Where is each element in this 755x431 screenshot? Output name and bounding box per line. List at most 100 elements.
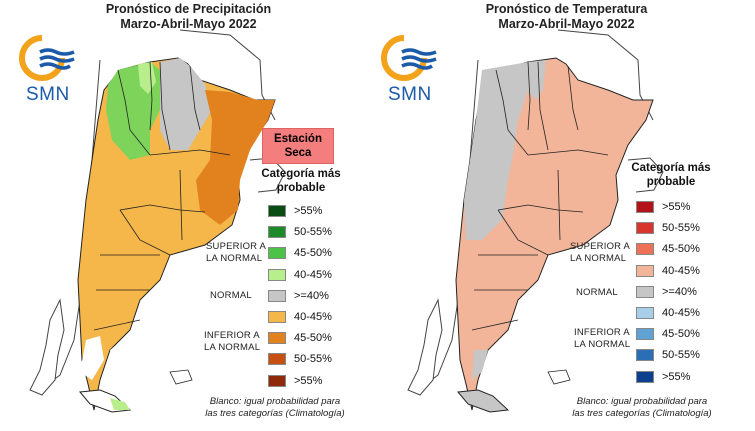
precip-normal-label: NORMAL (210, 290, 252, 301)
falklands (547, 369, 571, 385)
temp-legend-swatch (636, 349, 654, 362)
smn-logo: SMN (18, 34, 82, 110)
precipitation-panel: Pronóstico de Precipitación Marzo-Abril-… (0, 0, 377, 431)
inferior-line2: LA NORMAL (204, 342, 261, 353)
temperature-panel: Pronóstico de Temperatura Marzo-Abril-Ma… (378, 0, 755, 431)
precip-legend-swatch (268, 205, 286, 217)
temp-inferior-label: INFERIOR A LA NORMAL (574, 327, 630, 351)
temp-legend-item: 50-55% (636, 348, 700, 362)
superior-line2: LA NORMAL (570, 253, 627, 264)
smn-logo: SMN (380, 34, 444, 110)
precip-legend-item: 45-50% (268, 246, 332, 260)
precip-legend-item: 40-45% (268, 268, 332, 282)
dry-season-line1: Estación (274, 133, 322, 145)
falklands (169, 369, 193, 385)
precip-legend-swatch (268, 374, 286, 387)
precipitation-map (29, 29, 286, 413)
precip-legend-label: >=40% (294, 289, 329, 302)
superior-line2: LA NORMAL (206, 253, 263, 264)
temp-legend-label: >55% (662, 370, 691, 383)
temp-superior-label: SUPERIOR A LA NORMAL (570, 241, 630, 265)
precip-superior-label: SUPERIOR A LA NORMAL (206, 241, 266, 265)
temp-legend-swatch (636, 370, 654, 383)
precip-legend-label: 40-45% (294, 268, 332, 281)
dry-season-box: Estación Seca (262, 128, 334, 164)
precipitation-title-line2: Marzo-Abril-Mayo 2022 (120, 17, 257, 31)
uruguay-outline (627, 157, 664, 193)
temp-legend-swatch (636, 243, 654, 256)
temperature-title: Pronóstico de Temperatura Marzo-Abril-Ma… (378, 2, 755, 32)
precip-legend-label: 50-55% (294, 353, 332, 366)
precip-legend-label: 45-50% (294, 332, 332, 345)
precipitation-title-line1: Pronóstico de Precipitación (105, 2, 272, 16)
temperature-legend-title: Categoría más probable (612, 161, 730, 189)
temp-legend-item: >=40% (636, 285, 697, 299)
precip-white-area-west (80, 336, 104, 380)
precipitation-title: Pronóstico de Precipitación Marzo-Abril-… (0, 2, 377, 32)
precip-legend-item: 50-55% (268, 352, 332, 366)
temp-legend-label: 40-45% (662, 307, 700, 319)
precip-inferior-label: INFERIOR A LA NORMAL (204, 330, 260, 354)
temp-legend-swatch (636, 307, 654, 319)
legend-title-line1: Categoría más (261, 168, 341, 180)
inferior-line2: LA NORMAL (574, 339, 631, 350)
inferior-line1: INFERIOR A (204, 330, 260, 341)
province-borders (93, 61, 231, 331)
temperature-title-line2: Marzo-Abril-Mayo 2022 (498, 17, 635, 31)
chile-coast (407, 298, 443, 396)
smn-logo-text: SMN (26, 84, 70, 105)
temperature-title-line1: Pronóstico de Temperatura (485, 2, 648, 16)
temp-legend-label: >55% (662, 201, 691, 213)
smn-logo-text: SMN (388, 84, 432, 105)
temp-legend-label: 45-50% (662, 328, 700, 341)
temp-legend-item: 50-55% (636, 221, 700, 235)
temp-legend-label: 50-55% (662, 349, 700, 362)
temp-legend-label: 50-55% (662, 222, 700, 235)
precip-legend-swatch (268, 289, 286, 302)
precip-legend-item: 45-50% (268, 331, 332, 345)
note-line2: las tres categorías (Climatología) (205, 408, 345, 419)
legend-title-line1: Categoría más (631, 162, 711, 174)
note-line1: Blanco: igual probabilidad para (576, 396, 708, 407)
smn-logo-icon (19, 35, 75, 81)
precip-legend-item: >55% (268, 374, 322, 388)
precip-white-area (110, 318, 170, 372)
note-line1: Blanco: igual probabilidad para (209, 396, 341, 407)
temp-legend-swatch (636, 201, 654, 213)
precip-legend-label: 40-45% (294, 311, 332, 323)
precip-darkorange-area (196, 90, 275, 225)
precip-legend-item: >=40% (268, 289, 329, 303)
dry-season-line2: Seca (284, 147, 312, 159)
smn-logo-icon (381, 35, 437, 81)
temp-legend-swatch (636, 328, 654, 341)
precip-legend-label: >55% (294, 205, 323, 217)
temp-legend-item: 45-50% (636, 242, 700, 256)
temp-legend-label: 45-50% (662, 243, 700, 256)
temp-climatology-note: Blanco: igual probabilidad para las tres… (544, 396, 740, 420)
temp-legend-label: 40-45% (662, 264, 700, 277)
inferior-line1: INFERIOR A (574, 327, 630, 338)
precip-legend-label: 45-50% (294, 247, 332, 260)
precip-legend-label: 50-55% (294, 226, 332, 239)
tierra-del-fuego-green (110, 398, 130, 410)
temp-legend-item: 40-45% (636, 306, 700, 320)
temp-legend-swatch (636, 264, 654, 277)
temp-legend-item: 45-50% (636, 327, 700, 341)
precip-legend-swatch (268, 311, 286, 323)
precipitation-legend-title: Categoría más probable (246, 167, 356, 195)
temp-grey-area-north (528, 60, 546, 100)
tierra-del-fuego (457, 389, 510, 413)
temp-legend-item: >55% (636, 370, 690, 384)
precip-legend-item: >55% (268, 204, 322, 218)
legend-title-line2: probable (646, 176, 696, 188)
legend-title-line2: probable (276, 182, 326, 194)
temp-legend-swatch (636, 222, 654, 235)
note-line2: las tres categorías (Climatología) (572, 408, 712, 419)
temp-legend-item: >55% (636, 200, 690, 214)
chile-coast (29, 298, 65, 396)
precip-climatology-note: Blanco: igual probabilidad para las tres… (180, 396, 370, 420)
temp-legend-item: 40-45% (636, 264, 700, 278)
precip-legend-item: 40-45% (268, 310, 332, 324)
province-borders (471, 61, 609, 331)
temp-normal-label: NORMAL (576, 287, 618, 298)
